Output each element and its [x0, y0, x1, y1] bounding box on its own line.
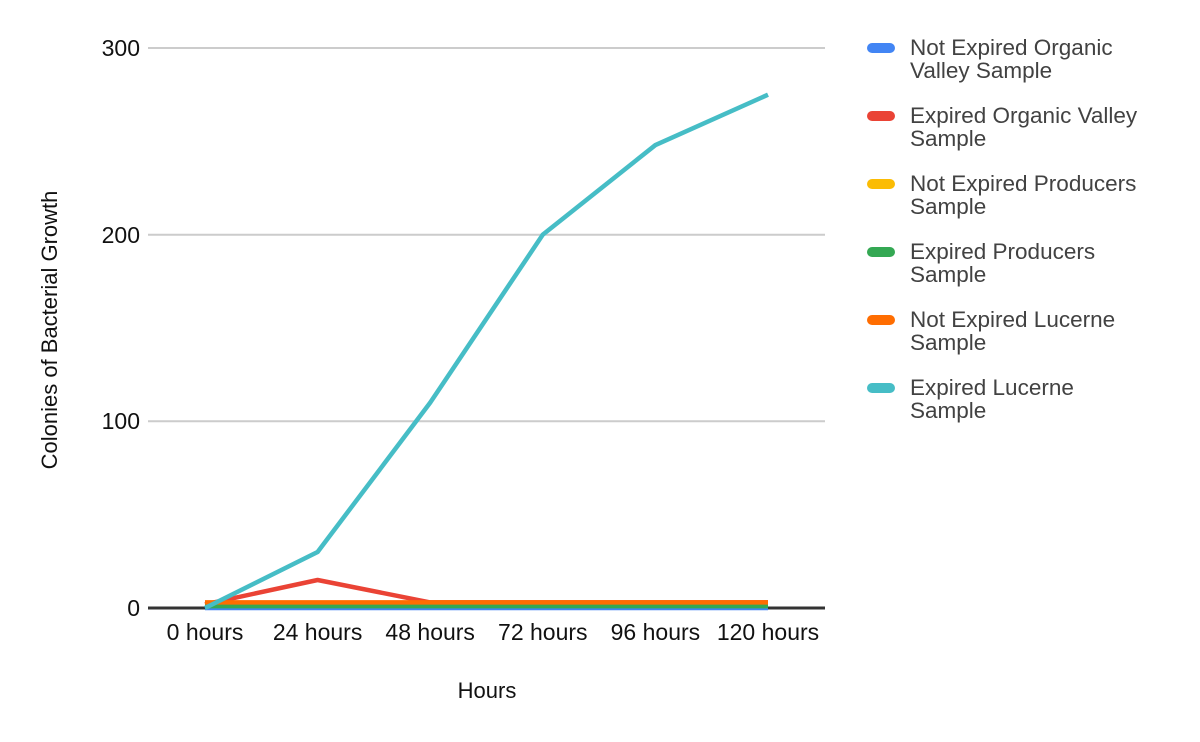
series-lines [203, 92, 769, 611]
legend-label-line: Sample [910, 398, 987, 423]
legend-label-line: Sample [910, 126, 987, 151]
legend-swatch-icon [867, 179, 895, 189]
legend-label-line: Sample [910, 194, 987, 219]
y-axis-title: Colonies of Bacterial Growth [37, 190, 62, 470]
legend-label: Expired Producers Sample [910, 240, 1095, 286]
legend-swatch-icon [867, 111, 895, 121]
x-tick-label: 24 hours [272, 619, 363, 645]
legend-item-not-expired-lucerne: Not Expired Lucerne Sample [867, 308, 1177, 354]
legend: Not Expired Organic Valley Sample Expire… [867, 36, 1177, 444]
legend-item-expired-producers: Expired Producers Sample [867, 240, 1177, 286]
legend-label-line: Sample [910, 330, 987, 355]
legend-label-line: Not Expired Producers [910, 171, 1137, 196]
y-tick-label: 200 [101, 222, 140, 248]
y-tick-label: 300 [101, 35, 140, 61]
legend-item-expired-organic-valley: Expired Organic Valley Sample [867, 104, 1177, 150]
y-tick-label: 0 [127, 595, 140, 621]
legend-label: Not Expired Producers Sample [910, 172, 1136, 218]
legend-swatch-icon [867, 315, 895, 325]
legend-label-line: Not Expired Lucerne [910, 307, 1116, 332]
legend-item-expired-lucerne: Expired Lucerne Sample [867, 376, 1177, 422]
legend-label-line: Expired Producers [910, 239, 1096, 264]
legend-swatch-icon [867, 383, 895, 393]
x-tick-label: 0 hours [166, 619, 244, 645]
x-tick-label: 72 hours [498, 619, 588, 645]
legend-item-not-expired-producers: Not Expired Producers Sample [867, 172, 1177, 218]
legend-label-line: Expired Organic Valley [910, 103, 1138, 128]
legend-swatch-icon [867, 43, 895, 53]
legend-label: Expired Lucerne Sample [910, 376, 1074, 422]
legend-item-not-expired-organic-valley: Not Expired Organic Valley Sample [867, 36, 1177, 82]
y-tick-label: 100 [101, 408, 140, 434]
legend-label: Not Expired Organic Valley Sample [910, 36, 1113, 82]
x-axis-title: Hours [457, 678, 517, 703]
gridlines [148, 47, 825, 610]
series-line-expired-lucerne-sample [203, 92, 769, 611]
x-tick-label: 48 hours [385, 619, 475, 645]
x-tick-label: 96 hours [610, 619, 701, 645]
legend-label: Not Expired Lucerne Sample [910, 308, 1115, 354]
legend-label: Expired Organic Valley Sample [910, 104, 1137, 150]
legend-label-line: Sample [910, 262, 987, 287]
legend-label-line: Valley Sample [910, 58, 1053, 83]
legend-label-line: Expired Lucerne [910, 375, 1074, 400]
legend-label-line: Not Expired Organic [910, 35, 1113, 60]
x-tick-label: 120 hours [716, 619, 820, 645]
legend-swatch-icon [867, 247, 895, 257]
